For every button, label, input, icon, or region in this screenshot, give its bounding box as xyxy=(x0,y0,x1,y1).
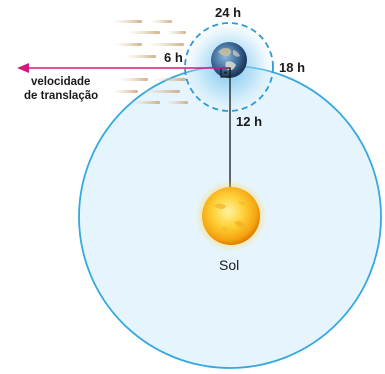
sun-label: Sol xyxy=(219,257,239,273)
arrow-left-icon xyxy=(17,63,226,73)
motion-streaks xyxy=(112,20,188,104)
label-12h: 12 h xyxy=(236,114,262,129)
earth-day-path xyxy=(184,22,274,112)
earth-icon xyxy=(211,42,247,78)
label-18h: 18 h xyxy=(279,60,305,75)
label-6h: 6 h xyxy=(164,50,183,65)
sun-icon xyxy=(195,180,267,252)
velocity-label-line2: de translação xyxy=(24,90,98,102)
velocity-label-line1: velocidade xyxy=(31,76,90,88)
label-24h: 24 h xyxy=(215,5,241,20)
